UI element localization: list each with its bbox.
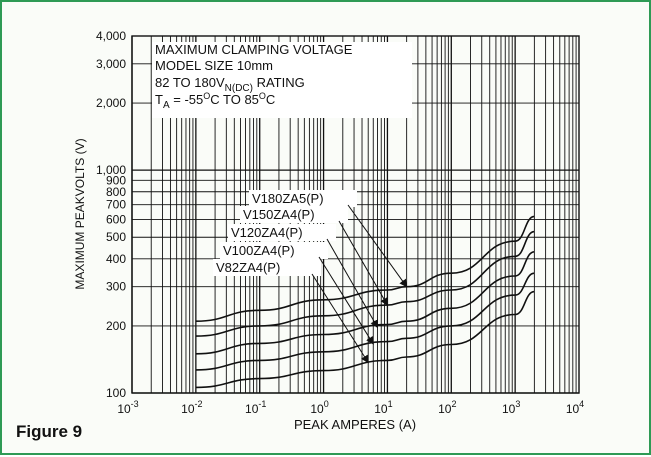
y-tick-label: 900 bbox=[106, 173, 126, 187]
series-label-backgrounds bbox=[213, 190, 357, 276]
y-tick-label: 2,000 bbox=[96, 96, 126, 110]
y-tick-label: 700 bbox=[106, 198, 126, 212]
leader-arrow bbox=[338, 220, 388, 306]
plot-border bbox=[131, 35, 580, 394]
y-tick-label: 400 bbox=[106, 252, 126, 266]
tick-labels: 10-3 10-2 10-1 100 101 102 103 1041002003004005… bbox=[96, 29, 584, 416]
leader-arrow bbox=[311, 273, 369, 364]
series-curve-3 bbox=[195, 272, 535, 371]
annotation-line: TA = -55OC TO 85OC bbox=[155, 91, 275, 111]
annotation-fragment: MAXIMUM CLAMPING VOLTAGE bbox=[155, 42, 353, 57]
leader-arrow bbox=[347, 204, 408, 288]
x-tick-exponent: 3 bbox=[515, 399, 520, 409]
series-label: V180ZA5(P) bbox=[252, 191, 324, 206]
series-label: V82ZA4(P) bbox=[216, 260, 280, 275]
x-tick-label: 103 bbox=[502, 399, 520, 416]
x-tick-exponent: -3 bbox=[131, 399, 139, 409]
x-tick-label: 102 bbox=[438, 399, 456, 416]
y-tick-label: 100 bbox=[106, 386, 126, 400]
x-tick-exponent: 0 bbox=[324, 399, 329, 409]
annotation-fragment: O bbox=[203, 91, 210, 101]
x-tick-exponent: -2 bbox=[195, 399, 203, 409]
y-tick-label: 4,000 bbox=[96, 29, 126, 43]
x-tick-label: 10-1 bbox=[245, 399, 266, 416]
series-label-background bbox=[213, 259, 321, 276]
y-tick-label: 800 bbox=[106, 185, 126, 199]
series-curve-4 bbox=[195, 290, 535, 389]
annotation-line: MAXIMUM CLAMPING VOLTAGE bbox=[155, 42, 353, 57]
x-tick-base: 10 bbox=[438, 402, 452, 416]
series-label: V100ZA4(P) bbox=[223, 243, 295, 258]
x-tick-exponent: -1 bbox=[258, 399, 266, 409]
annotation-fragment: A bbox=[163, 100, 170, 111]
y-tick-label: 500 bbox=[106, 230, 126, 244]
y-tick-label: 200 bbox=[106, 319, 126, 333]
annotation-fragment: MODEL SIZE 10mm bbox=[155, 58, 273, 73]
x-tick-label: 104 bbox=[566, 399, 584, 416]
series-labels: V180ZA5(P)V150ZA4(P) V120ZA4(P) V100ZA4(P)… bbox=[216, 191, 408, 364]
x-tick-label: 101 bbox=[374, 399, 392, 416]
x-tick-base: 10 bbox=[181, 402, 195, 416]
annotation-fragment: C TO 85 bbox=[210, 92, 259, 107]
x-tick-base: 10 bbox=[374, 402, 388, 416]
x-tick-base: 10 bbox=[502, 402, 516, 416]
series-curves bbox=[195, 215, 535, 389]
annotation-fragment: RATING bbox=[253, 75, 305, 90]
annotation-line: 82 TO 180VN(DC) RATING bbox=[155, 75, 305, 94]
annotation-fragment: 82 TO 180V bbox=[155, 75, 225, 90]
series-label-background bbox=[228, 224, 336, 241]
y-axis-label: MAXIMUM PEAKVOLTS (V) bbox=[73, 138, 87, 289]
series-curve-2 bbox=[195, 251, 535, 355]
series-label-background bbox=[249, 190, 357, 207]
annotation-background bbox=[152, 42, 412, 118]
x-tick-base: 10 bbox=[117, 402, 131, 416]
figure-label: Figure 9 bbox=[16, 422, 83, 441]
series-curve-1 bbox=[195, 230, 535, 337]
x-tick-base: 10 bbox=[566, 402, 580, 416]
x-axis-label: PEAK AMPERES (A) bbox=[294, 417, 416, 432]
series-label-background bbox=[240, 206, 348, 223]
annotation-fragment: C bbox=[266, 92, 275, 107]
x-tick-base: 10 bbox=[310, 402, 324, 416]
annotation-fragment: O bbox=[259, 91, 266, 101]
series-label-background bbox=[220, 242, 328, 259]
x-tick-exponent: 2 bbox=[451, 399, 456, 409]
annotation-fragment: T bbox=[155, 92, 163, 107]
series-label: V150ZA4(P) bbox=[243, 207, 315, 222]
annotation-line: MODEL SIZE 10mm bbox=[155, 58, 273, 73]
x-tick-base: 10 bbox=[245, 402, 259, 416]
series-curve-0 bbox=[195, 215, 535, 322]
series-label: V120ZA4(P) bbox=[231, 225, 303, 240]
x-tick-label: 10-3 bbox=[117, 399, 138, 416]
y-tick-label: 3,000 bbox=[96, 57, 126, 71]
y-tick-label: 1,000 bbox=[96, 163, 126, 177]
annotation-fragment: = -55 bbox=[170, 92, 204, 107]
x-tick-label: 10-2 bbox=[181, 399, 202, 416]
x-tick-label: 100 bbox=[310, 399, 328, 416]
annotation-fragment: N(DC) bbox=[225, 83, 253, 94]
leader-arrow bbox=[318, 256, 374, 345]
x-tick-exponent: 4 bbox=[579, 399, 584, 409]
x-tick-exponent: 1 bbox=[388, 399, 393, 409]
leader-arrow bbox=[326, 238, 379, 329]
y-tick-label: 600 bbox=[106, 213, 126, 227]
y-tick-label: 300 bbox=[106, 280, 126, 294]
